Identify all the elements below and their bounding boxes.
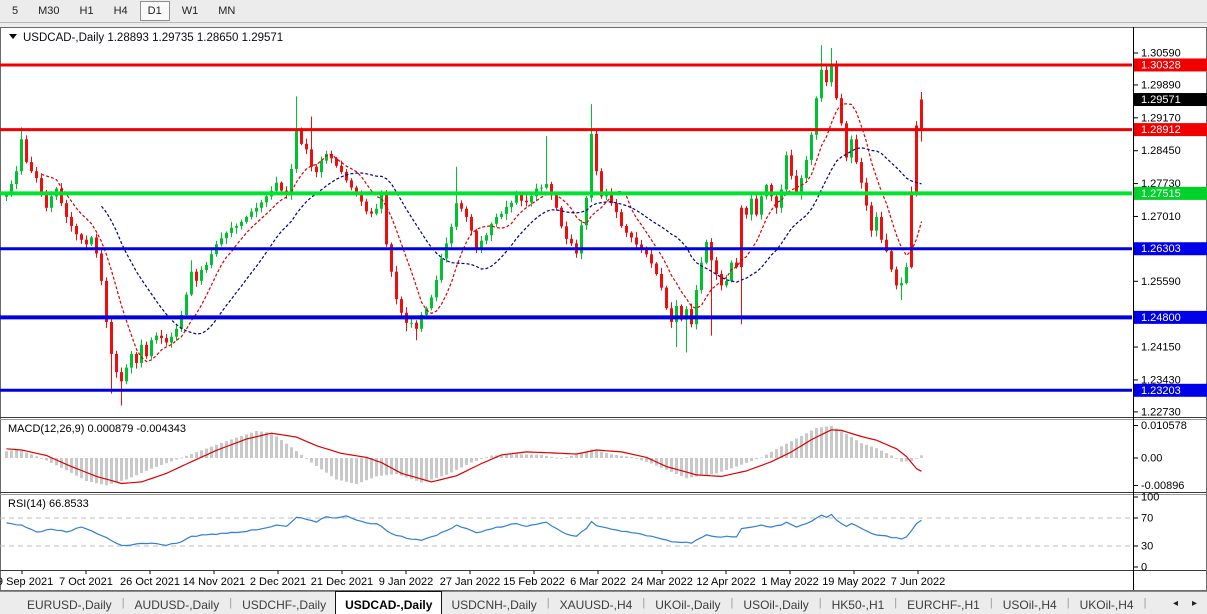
- svg-text:1.30328: 1.30328: [1141, 59, 1181, 71]
- price-tick-label: 1.22730: [1141, 406, 1181, 418]
- tab-ukoil-h4[interactable]: UKOil-,H4: [1079, 597, 1134, 612]
- date-tick-label: 9 Jan 2022: [379, 576, 433, 588]
- timeframe-button-mn[interactable]: MN: [218, 5, 236, 17]
- candlestick-series: [5, 45, 923, 406]
- price-badge: 1.24800: [1134, 310, 1207, 324]
- price-tick-label: 1.27010: [1141, 211, 1181, 223]
- date-tick-label: 14 Nov 2021: [183, 576, 245, 588]
- panel-separators[interactable]: [0, 417, 1206, 571]
- candlestick-chart-canvas[interactable]: USDCAD-,Daily 1.28893 1.29735 1.28650 1.…: [0, 23, 1207, 591]
- rsi-label: RSI(14) 66.8533: [8, 498, 89, 510]
- symbol-tab-bar: EURUSD-,Daily | AUDUSD-,Daily | USDCHF-,Da…: [0, 591, 1207, 614]
- price-tick-label: 1.25590: [1141, 276, 1181, 288]
- timeframe-button-w1[interactable]: W1: [181, 5, 199, 17]
- macd-axis-label: 0.00: [1141, 453, 1162, 465]
- price-axis[interactable]: 1.305901.298901.291701.284501.277301.270…: [1133, 27, 1207, 590]
- date-tick-label: 1 May 2022: [761, 576, 818, 588]
- chart-window-frame: [0, 27, 1207, 591]
- tab-usdcnh-daily[interactable]: USDCNH-,Daily: [451, 597, 537, 612]
- svg-text:1.28912: 1.28912: [1141, 124, 1181, 136]
- tab-usdcad-daily[interactable]: USDCAD-,Daily: [335, 591, 443, 614]
- tabs-scroll-right-icon[interactable]: ▸: [1191, 597, 1197, 609]
- svg-text:USDCAD-,Daily 1.28893 1.29735: USDCAD-,Daily 1.28893 1.29735 1.28650 1.…: [23, 32, 283, 44]
- macd-panel[interactable]: MACD(12,26,9) 0.000879 -0.004343: [5, 423, 923, 486]
- price-tick-label: 1.30590: [1141, 47, 1181, 59]
- price-badge: 1.26303: [1134, 242, 1207, 256]
- price-tick-label: 1.29890: [1141, 79, 1181, 91]
- moving-average-slow-line: [101, 147, 922, 335]
- rsi-axis-label: 0: [1141, 562, 1147, 574]
- tab-usdchf-daily[interactable]: USDCHF-,Daily: [242, 597, 327, 612]
- date-tick-label: 7 Oct 2021: [59, 576, 113, 588]
- tab-usoil-daily[interactable]: USOil-,Daily: [743, 597, 809, 612]
- rsi-line: [6, 513, 922, 547]
- svg-text:1.24800: 1.24800: [1141, 312, 1181, 324]
- date-tick-label: 26 Oct 2021: [120, 576, 180, 588]
- rsi-axis-label: 100: [1141, 492, 1159, 504]
- timeframe-button-m5[interactable]: 5: [12, 5, 19, 17]
- svg-text:1.29571: 1.29571: [1141, 94, 1181, 106]
- svg-text:1.27515: 1.27515: [1141, 188, 1181, 200]
- timeframe-button-m30[interactable]: M30: [38, 5, 60, 17]
- price-tick-label: 1.29170: [1141, 112, 1181, 124]
- tab-scroll-arrows: ◂ ▸: [1173, 592, 1207, 614]
- rsi-panel[interactable]: RSI(14) 66.8533: [0, 498, 1132, 547]
- tab-hk50-h1[interactable]: HK50-,H1: [831, 597, 885, 612]
- collapse-triangle-icon: [9, 34, 17, 39]
- date-tick-label: 7 Jun 2022: [891, 576, 945, 588]
- price-badge: 1.28912: [1134, 123, 1207, 137]
- price-badge: 1.30328: [1134, 58, 1207, 72]
- price-tick-label: 1.24150: [1141, 342, 1181, 354]
- price-tick-label: 1.28450: [1141, 145, 1181, 157]
- moving-average-fast-line: [41, 103, 923, 363]
- price-tick-label: 1.23430: [1141, 374, 1181, 386]
- date-tick-label: 19 May 2022: [822, 576, 886, 588]
- macd-axis-label: 0.010578: [1141, 420, 1187, 432]
- date-tick-label: 21 Dec 2021: [311, 576, 373, 588]
- svg-text:1.23203: 1.23203: [1141, 385, 1181, 397]
- svg-text:1.26303: 1.26303: [1141, 243, 1181, 255]
- date-tick-label: 24 Mar 2022: [631, 576, 693, 588]
- chart-title: USDCAD-,Daily 1.28893 1.29735 1.28650 1.…: [9, 32, 283, 44]
- timeframe-button-h4[interactable]: H4: [113, 5, 128, 17]
- macd-signal-line: [6, 429, 922, 485]
- chart-window: USDCAD-,Daily 1.28893 1.29735 1.28650 1.…: [0, 23, 1207, 591]
- tab-usoil-h4[interactable]: USOil-,H4: [1002, 597, 1057, 612]
- timeframe-button-h1[interactable]: H1: [79, 5, 94, 17]
- date-tick-label: 2 Dec 2021: [250, 576, 306, 588]
- rsi-axis-label: 70: [1141, 513, 1153, 525]
- timeframe-toolbar: 5 M30 H1 H4 D1 W1 MN: [0, 0, 1207, 23]
- rsi-axis-label: 30: [1141, 541, 1153, 553]
- date-tick-label: 15 Feb 2022: [503, 576, 565, 588]
- price-badge: 1.27515: [1134, 186, 1207, 200]
- support-resistance-lines[interactable]: [0, 63, 1132, 392]
- date-tick-label: 6 Mar 2022: [570, 576, 626, 588]
- macd-axis-label: -0.00896: [1141, 480, 1184, 492]
- tab-eurchf-h1[interactable]: EURCHF-,H1: [907, 597, 980, 612]
- tab-ukoil-daily[interactable]: UKOil-,Daily: [655, 597, 721, 612]
- tab-audusd-daily[interactable]: AUDUSD-,Daily: [134, 597, 220, 612]
- date-tick-label: 12 Apr 2022: [696, 576, 755, 588]
- tab-eurusd-daily[interactable]: EURUSD-,Daily: [27, 597, 112, 612]
- tabs-scroll-left-icon[interactable]: ◂: [1172, 597, 1178, 609]
- date-tick-label: 19 Sep 2021: [0, 576, 53, 588]
- timeframe-button-d1[interactable]: D1: [139, 1, 170, 21]
- price-badge: 1.23203: [1134, 383, 1207, 397]
- price-badge: 1.29571: [1134, 93, 1207, 107]
- macd-label: MACD(12,26,9) 0.000879 -0.004343: [8, 423, 186, 435]
- date-tick-label: 27 Jan 2022: [440, 576, 501, 588]
- tab-xauusd-h4[interactable]: XAUUSD-,H4: [559, 597, 633, 612]
